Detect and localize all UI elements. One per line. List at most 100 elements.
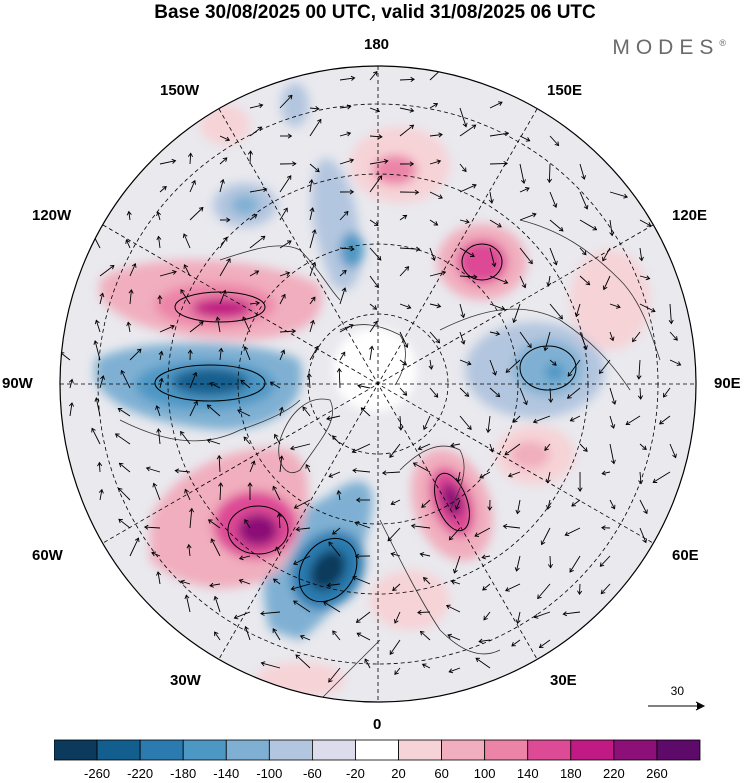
colorbar-swatch [311, 739, 356, 761]
wind-vector-head [223, 236, 228, 242]
wind-vector-head [118, 462, 124, 468]
wind-vector-head [151, 551, 156, 557]
wind-vector-head [343, 210, 349, 216]
wind-vector-head [156, 571, 162, 576]
wind-vector [399, 107, 414, 112]
wind-vector-head [243, 346, 249, 351]
wind-vector-head [462, 167, 467, 173]
coastline-europe [379, 519, 501, 655]
wind-vector-head [174, 468, 180, 474]
wind-vector [189, 321, 204, 333]
wind-vector-head [544, 446, 549, 451]
wind-vector [579, 219, 597, 231]
wind-vector [549, 219, 564, 232]
wind-vector-head [638, 256, 644, 262]
wind-vector [128, 211, 131, 221]
wind-vector-head [162, 185, 167, 191]
wind-vector [219, 237, 228, 249]
anomaly-neg-pacific-core [231, 195, 259, 215]
wind-vector-head [545, 478, 551, 484]
wind-vector [519, 163, 525, 184]
wind-vector-head [180, 288, 185, 294]
wind-vector [239, 555, 251, 560]
wind-vector-head [346, 131, 352, 137]
wind-vector-head [585, 280, 591, 286]
wind-vector-head [552, 203, 558, 208]
wind-vector-head [94, 397, 100, 402]
wind-vector [279, 407, 283, 417]
wind-vector [489, 275, 508, 284]
wind-vector-head [372, 305, 378, 310]
wind-vector [453, 555, 461, 574]
wind-vector-head [120, 369, 126, 375]
wind-vector-head [485, 428, 491, 434]
wind-vector [159, 325, 175, 333]
wind-vector [159, 351, 163, 361]
wind-vector [129, 537, 139, 557]
reference-vector-arrow [648, 701, 706, 711]
wind-vector [533, 415, 551, 423]
wind-vector-head [547, 563, 553, 569]
wind-vector [457, 471, 461, 482]
wind-vector [188, 544, 191, 557]
wind-vector-head [410, 523, 416, 529]
wind-vector-head [305, 463, 311, 469]
wind-vector [519, 387, 528, 405]
wind-vector-head [128, 289, 134, 294]
wind-vector-head [346, 104, 352, 110]
wind-vector [394, 611, 401, 624]
wind-vector-head [528, 259, 533, 265]
wind-vector-head [99, 292, 105, 298]
wind-vector-head [409, 161, 415, 167]
wind-vector-head [183, 264, 189, 269]
wind-vector [609, 415, 615, 429]
wind-vector-head [373, 221, 379, 226]
wind-vector [609, 303, 621, 308]
wind-vector-head [577, 487, 583, 492]
wind-vector [389, 443, 401, 458]
wind-vector-head [428, 365, 434, 370]
wind-vector [420, 631, 431, 641]
wind-vector-head [272, 578, 278, 584]
wind-vector [214, 631, 221, 641]
wind-vector-head [491, 262, 497, 268]
wind-vector [339, 106, 351, 109]
wind-vector [309, 107, 319, 110]
lon-label-120w: 120W [32, 207, 72, 224]
wind-vector-head [659, 419, 664, 425]
wind-vector [399, 331, 408, 348]
wind-vector-head [209, 382, 215, 387]
wind-vector-head [322, 601, 328, 606]
wind-vector-head [569, 568, 574, 573]
wind-vector [159, 378, 163, 389]
wind-vector-head [351, 448, 357, 454]
wind-vector [99, 293, 104, 305]
colorbar-swatch [527, 739, 572, 761]
wind-vector [249, 188, 267, 193]
wind-vector-head [409, 124, 415, 130]
wind-vector-head [602, 256, 607, 262]
wind-vector-head [402, 391, 408, 396]
wind-vector [302, 406, 311, 417]
wind-vector-head [433, 103, 439, 108]
wind-vector-head [394, 670, 399, 676]
wind-vector-head [114, 433, 120, 438]
wind-vector-head [156, 211, 162, 217]
colorbar-tick-label: -100 [256, 766, 283, 781]
wind-vector [129, 289, 132, 305]
wind-vector-head [558, 226, 564, 232]
wind-vector [609, 191, 628, 198]
wind-vector-head [240, 379, 245, 385]
wind-vector-head [278, 406, 284, 412]
wind-vector [429, 359, 432, 370]
wind-vector [189, 180, 196, 193]
wind-vector [293, 555, 311, 565]
wind-vector-head [257, 126, 263, 132]
lon-label-60w: 60W [32, 547, 63, 564]
wind-vector [489, 443, 493, 452]
wind-vector [305, 464, 311, 473]
wind-vector-head [512, 418, 518, 423]
wind-vector [450, 443, 461, 447]
wind-vector-head [676, 361, 682, 366]
wind-vector [399, 303, 411, 309]
